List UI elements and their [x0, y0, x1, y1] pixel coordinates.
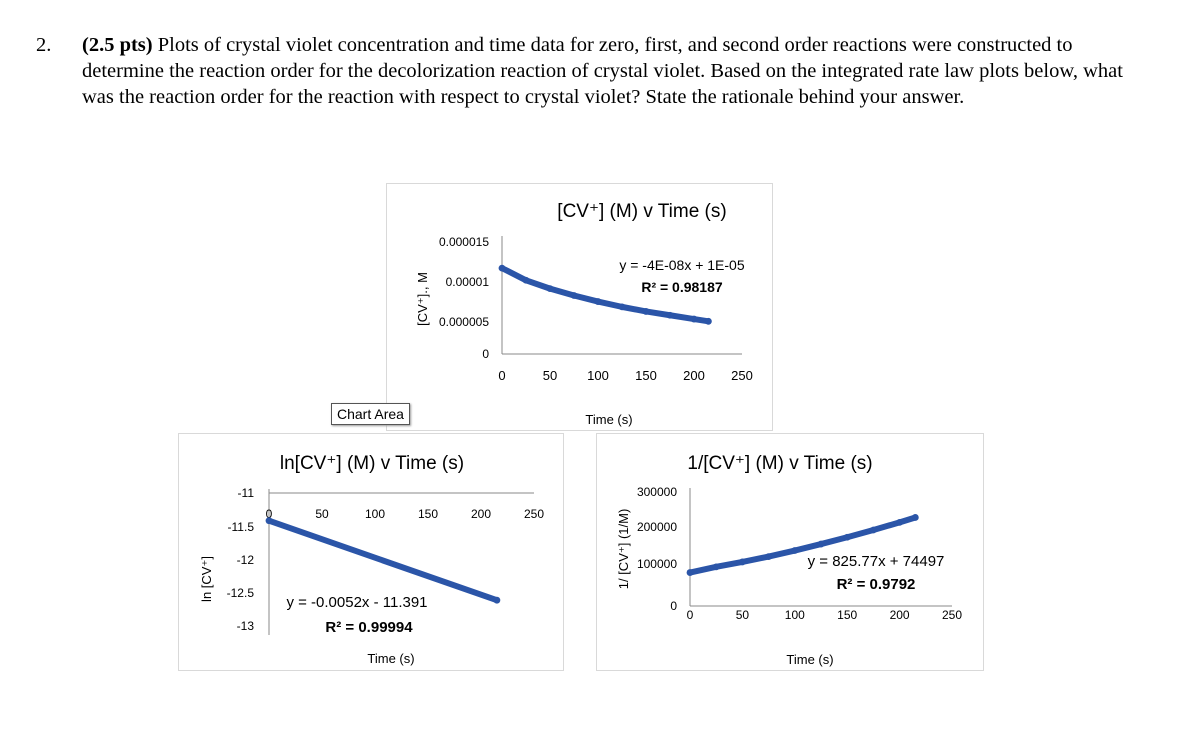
data-point — [498, 264, 506, 272]
data-point — [896, 519, 903, 526]
x-tick-label: 100 — [785, 608, 805, 622]
y-tick-label: -11.5 — [228, 520, 255, 534]
x-tick-label: 200 — [683, 368, 705, 383]
x-axis-label: Time (s) — [585, 412, 632, 427]
chart-second-order: 1/[CV⁺] (M) v Time (s) 0 50 100 150 200 250 0 10… — [596, 433, 984, 671]
x-tick-label: 100 — [587, 368, 609, 383]
y-axis-label: ln [CV⁺] — [199, 556, 214, 602]
trendline-equation: y = -4E-08x + 1E-05 — [619, 257, 745, 273]
data-point — [618, 303, 626, 311]
chart-title: [CV⁺] (M) v Time (s) — [557, 201, 726, 222]
trendline-equation: y = 825.77x + 74497 — [808, 553, 945, 570]
y-tick-label: 300000 — [637, 485, 677, 499]
data-point — [265, 517, 273, 525]
x-axis-label: Time (s) — [786, 652, 833, 667]
trendline-equation: y = -0.0052x - 11.391 — [286, 594, 427, 611]
y-axis-label: 1/ [CV⁺] (1/M) — [616, 509, 631, 590]
trendline-r2: R² = 0.9792 — [837, 576, 916, 593]
data-point — [522, 276, 530, 284]
question-number: 2. — [36, 34, 52, 56]
x-tick-label: 250 — [524, 507, 544, 521]
chart-area-chip: Chart Area — [331, 403, 410, 425]
data-point — [570, 292, 578, 299]
y-tick-label: 0.000005 — [439, 315, 489, 329]
x-tick-label: 150 — [418, 507, 438, 521]
trendline-r2: R² = 0.99994 — [325, 619, 413, 636]
data-series-line — [499, 265, 712, 325]
data-point — [843, 533, 851, 541]
data-point — [739, 558, 746, 566]
x-tick-label: 0 — [266, 507, 273, 521]
y-tick-label: -13 — [237, 619, 255, 633]
chart-title: ln[CV⁺] (M) v Time (s) — [280, 453, 464, 474]
chart-first-order: ln[CV⁺] (M) v Time (s) 0 50 100 150 200 250 -11… — [178, 433, 564, 671]
x-tick-label: 50 — [736, 608, 750, 622]
question-body: (2.5 pts) Plots of crystal violet concen… — [82, 32, 1142, 110]
y-tick-label: 0 — [482, 347, 489, 361]
y-tick-label: 0.00001 — [446, 275, 490, 289]
x-tick-label: 150 — [837, 608, 857, 622]
data-point — [705, 317, 712, 325]
data-point — [642, 308, 650, 315]
y-tick-label: 0 — [670, 599, 677, 613]
question-points: (2.5 pts) — [82, 34, 153, 56]
y-axis-label: [CV⁺]., M — [415, 272, 430, 326]
data-point — [911, 514, 919, 521]
data-series-line — [266, 517, 500, 604]
data-point — [666, 311, 674, 319]
data-point — [493, 596, 501, 604]
x-tick-label: 150 — [635, 368, 657, 383]
y-tick-label: 200000 — [637, 520, 677, 534]
data-point — [686, 569, 694, 576]
x-tick-label: 50 — [543, 368, 557, 383]
chart-zero-order: [CV⁺] (M) v Time (s) 0 50 100 150 200 250 0 0.00… — [386, 183, 773, 431]
data-point — [712, 563, 720, 571]
data-series-line — [687, 514, 919, 576]
y-tick-label: 100000 — [637, 557, 677, 571]
trendline-r2: R² = 0.98187 — [641, 279, 723, 295]
data-point — [791, 547, 799, 554]
chart-first-order-svg: ln[CV⁺] (M) v Time (s) 0 50 100 150 200 250 -11… — [199, 453, 544, 666]
x-tick-label: 100 — [365, 507, 385, 521]
y-tick-label: -12.5 — [227, 586, 255, 600]
x-tick-label: 200 — [471, 507, 491, 521]
y-tick-label: 0.000015 — [439, 235, 489, 249]
data-point — [765, 553, 772, 560]
x-tick-label: 250 — [731, 368, 753, 383]
data-point — [817, 540, 825, 548]
x-tick-label: 0 — [498, 368, 505, 383]
x-tick-label: 50 — [315, 507, 329, 521]
chart-second-order-svg: 1/[CV⁺] (M) v Time (s) 0 50 100 150 200 250 0 10… — [616, 453, 962, 667]
data-point — [690, 315, 698, 323]
data-point — [546, 285, 554, 293]
y-tick-label: -11 — [238, 486, 255, 500]
x-tick-label: 250 — [942, 608, 962, 622]
x-axis-label: Time (s) — [367, 651, 414, 666]
x-tick-label: 0 — [687, 608, 694, 622]
chart-zero-order-svg: [CV⁺] (M) v Time (s) 0 50 100 150 200 250 0 0.00… — [415, 201, 753, 427]
data-point — [870, 526, 877, 534]
question-text: Plots of crystal violet concentration an… — [82, 34, 1123, 108]
x-tick-label: 200 — [890, 608, 910, 622]
data-point — [594, 298, 602, 305]
chart-title: 1/[CV⁺] (M) v Time (s) — [687, 453, 872, 474]
y-tick-label: -12 — [237, 553, 255, 567]
